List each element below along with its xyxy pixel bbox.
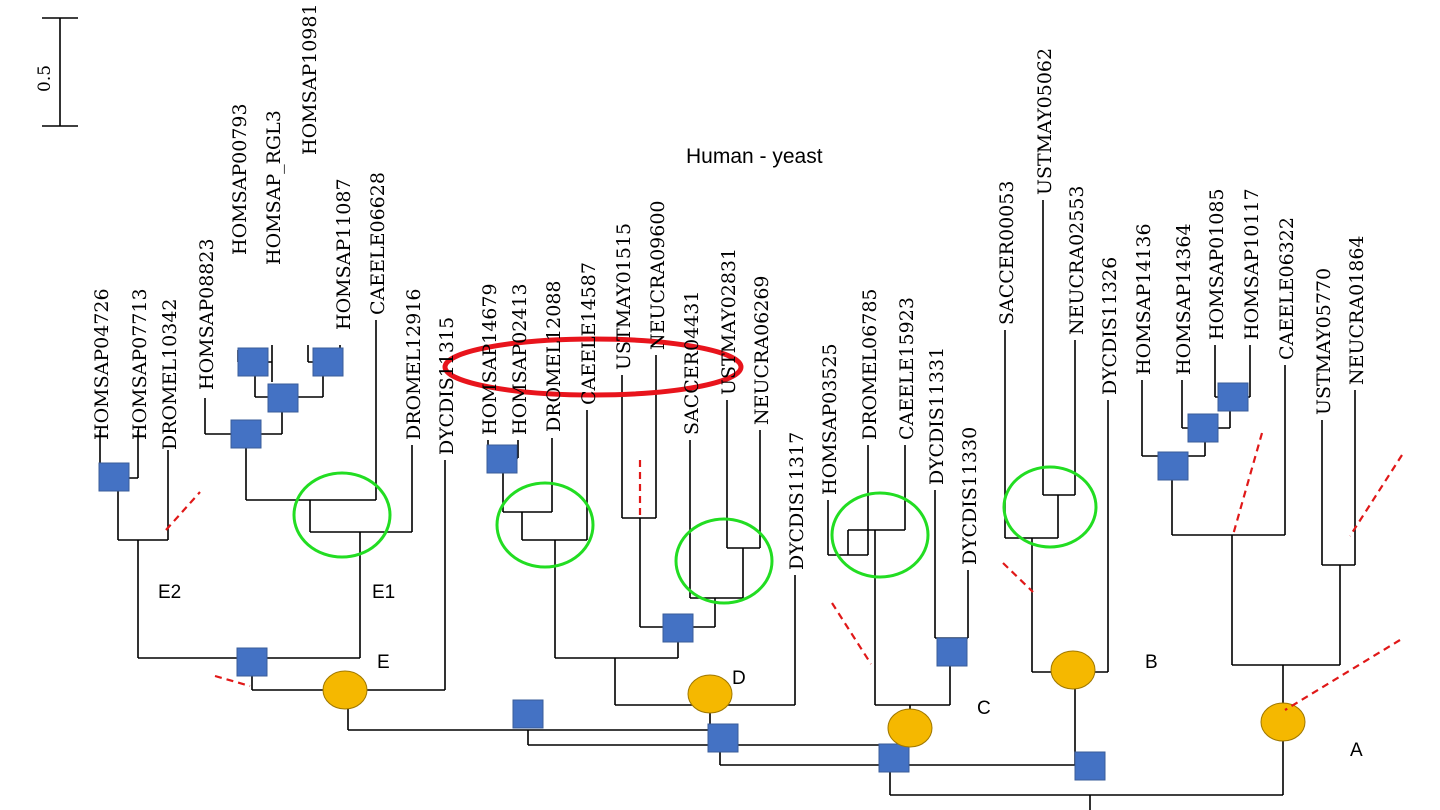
- speciation-circle: [1050, 650, 1096, 690]
- leaf-label: USTMAY01515: [613, 223, 635, 370]
- leaf-label: SACCER04431: [681, 291, 703, 435]
- leaf-label: HOMSAP08823: [196, 238, 218, 390]
- duplication-square: [267, 383, 299, 413]
- green-ellipse: [830, 491, 930, 579]
- speciation-circle: [1260, 702, 1306, 742]
- duplication-square: [662, 613, 694, 643]
- clade-label-e: E: [377, 652, 390, 673]
- leaf-label: DYCDIS11326: [1099, 257, 1121, 395]
- leaf-label: NEUCRA06269: [751, 275, 773, 425]
- green-ellipse: [674, 517, 774, 605]
- clade-label-e1: E1: [372, 582, 395, 603]
- green-ellipse: [292, 471, 392, 559]
- leaf-label: HOMSAP02413: [509, 283, 531, 435]
- leaf-label: SACCER00053: [996, 181, 1018, 325]
- duplication-square: [236, 647, 268, 677]
- clade-labels: E2 E1 E D C B A: [158, 582, 1363, 761]
- clade-label-d: D: [732, 668, 746, 689]
- leaf-label: DROMEL12916: [403, 289, 425, 441]
- leaf-label: DYCDIS11315: [436, 317, 458, 455]
- leaf-label: HOMSAP14364: [1173, 223, 1195, 375]
- leaf-label: HOMSAP10117: [1241, 188, 1263, 340]
- leaf-label: CAEELE06628: [367, 172, 389, 315]
- dashed-line: [1349, 454, 1403, 537]
- duplication-square: [1074, 751, 1106, 781]
- leaf-label: HOMSAP07713: [129, 288, 151, 440]
- leaf-label: USTMAY05062: [1034, 48, 1056, 195]
- duplication-markers: [98, 347, 1249, 781]
- clade-label-a: A: [1350, 740, 1363, 761]
- speciation-circle: [687, 674, 733, 714]
- duplication-square: [98, 462, 130, 492]
- duplication-square: [512, 699, 544, 729]
- duplication-square: [237, 347, 269, 377]
- clade-label-e2: E2: [158, 582, 181, 603]
- green-ellipse: [1002, 465, 1098, 549]
- scale-bar-label: 0.5: [35, 65, 55, 92]
- leaf-label: CAEELE06322: [1276, 217, 1298, 360]
- leaf-label: CAEELE14587: [578, 262, 600, 405]
- duplication-square: [486, 444, 518, 474]
- speciation-circle: [322, 670, 368, 710]
- leaf-label: DROMEL12088: [543, 281, 565, 433]
- leaf-label: HOMSAP03525: [819, 343, 841, 495]
- scale-bar: 0.5: [35, 17, 78, 127]
- leaf-label: HOMSAP14679: [479, 283, 501, 435]
- dashed-line: [214, 674, 251, 688]
- leaf-label: HOMSAP14136: [1133, 223, 1155, 375]
- duplication-square: [230, 419, 262, 449]
- leaf-label: HOMSAP11087: [333, 178, 355, 330]
- green-ellipse: [495, 481, 595, 569]
- leaf-label: HOMSAP_RGL3: [263, 110, 285, 265]
- leaf-label: DYCDIS11331: [926, 347, 948, 485]
- dashed-line: [831, 602, 872, 665]
- dashed-line: [1284, 639, 1401, 711]
- dashed-line: [165, 491, 201, 531]
- dashed-line: [1231, 432, 1264, 536]
- figure-title: Human - yeast: [686, 145, 823, 168]
- leaf-label: DYCDIS11330: [959, 427, 981, 565]
- duplication-square: [1217, 382, 1249, 412]
- leaf-label: DROMEL06785: [859, 289, 881, 441]
- leaf-label: HOMSAP04726: [91, 288, 113, 440]
- leaf-label: HOMSAP10981: [299, 3, 321, 155]
- leaf-label: USTMAY02831: [718, 248, 740, 395]
- leaf-label: NEUCRA02553: [1066, 185, 1088, 335]
- duplication-square: [1157, 451, 1189, 481]
- clade-label-b: B: [1145, 652, 1158, 673]
- dashed-line: [1002, 562, 1034, 593]
- leaf-label: HOMSAP00793: [229, 103, 251, 255]
- red-ellipse: [442, 336, 744, 398]
- leaf-label: NEUCRA09600: [647, 200, 669, 350]
- leaf-label: HOMSAP01085: [1206, 188, 1228, 340]
- clade-label-c: C: [977, 698, 991, 719]
- leaf-label: NEUCRA01864: [1346, 235, 1368, 385]
- duplication-square: [936, 637, 968, 667]
- leaf-label: DYCDIS11317: [786, 432, 808, 570]
- speciation-circle: [887, 708, 933, 748]
- duplication-square: [312, 347, 344, 377]
- leaf-labels: HOMSAP04726 HOMSAP07713 DROMEL10342 HOMS…: [91, 3, 1368, 570]
- leaf-label: DROMEL10342: [159, 299, 181, 451]
- leaf-label: CAEELE15923: [896, 297, 918, 440]
- duplication-square: [878, 743, 910, 773]
- duplication-square: [707, 723, 739, 753]
- leaf-label: USTMAY05770: [1313, 268, 1335, 415]
- dashed-markers: [165, 432, 1403, 711]
- speciation-markers: [322, 650, 1306, 748]
- duplication-square: [1187, 413, 1219, 443]
- highlight-ellipses: [292, 336, 1098, 605]
